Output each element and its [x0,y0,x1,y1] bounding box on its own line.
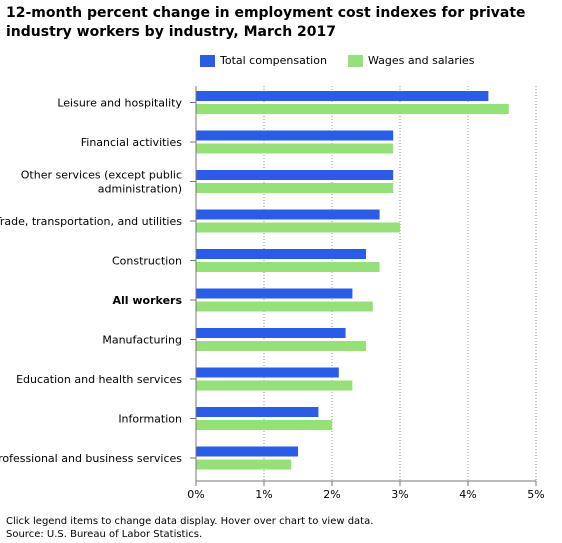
bar-total-compensation-education-and-health-services[interactable] [196,367,339,378]
bar-wages-and-salaries-manufacturing[interactable] [196,341,366,351]
bar-wages-and-salaries-education-and-health-services[interactable] [196,380,353,391]
bar-total-compensation-other-services-except-public-administration[interactable] [196,170,394,180]
bar-total-compensation-professional-and-business-services[interactable] [196,446,298,457]
x-tick-label: 1% [255,488,272,501]
category-label-other-services-except-public-administration: Other services (except public administrat… [21,169,182,196]
category-label-line: Other services (except public [21,169,182,182]
category-label-trade-transportation-and-utilities: Trade, transportation, and utilities [0,215,182,228]
category-label-line: administration) [98,183,182,196]
x-tick-label: 3% [391,488,408,501]
x-tick-label: 5% [527,488,544,501]
bar-wages-and-salaries-financial-activities[interactable] [196,143,394,154]
x-tick-label: 4% [459,488,476,501]
legend-swatch-total-compensation [200,55,215,67]
category-label-all-workers: All workers [113,294,183,307]
bar-wages-and-salaries-trade-transportation-and-utilities[interactable] [196,222,400,233]
bar-wages-and-salaries-other-services-except-public-administration[interactable] [196,183,394,193]
bar-total-compensation-construction[interactable] [196,249,366,259]
category-label-line: Financial activities [81,136,183,149]
category-label-information: Information [118,413,182,426]
bar-wages-and-salaries-information[interactable] [196,420,332,430]
category-label-line: Leisure and hospitality [57,97,182,110]
category-label-line: Construction [112,255,182,268]
x-tick-label: 0% [187,488,204,501]
category-label-line: Education and health services [16,373,182,386]
category-label-construction: Construction [112,255,182,268]
bar-total-compensation-all-workers[interactable] [196,288,353,299]
category-label-financial-activities: Financial activities [81,136,183,149]
bar-total-compensation-leisure-and-hospitality[interactable] [196,91,489,101]
bar-wages-and-salaries-construction[interactable] [196,262,380,272]
footer-note: Click legend items to change data displa… [6,516,374,527]
category-label-line: All workers [113,294,183,307]
bar-total-compensation-financial-activities[interactable] [196,130,394,141]
category-label-education-and-health-services: Education and health services [16,373,182,386]
legend-label-total-compensation: Total compensation [220,54,327,67]
x-tick-label: 2% [323,488,340,501]
bar-total-compensation-information[interactable] [196,407,319,417]
footer-source: Source: U.S. Bureau of Labor Statistics. [6,529,203,540]
category-label-line: Professional and business services [0,452,182,465]
category-label-line: Trade, transportation, and utilities [0,215,182,228]
bar-wages-and-salaries-all-workers[interactable] [196,301,373,312]
category-label-manufacturing: Manufacturing [102,334,182,347]
bar-total-compensation-manufacturing[interactable] [196,328,346,338]
legend-swatch-wages-and-salaries [348,55,363,67]
bar-wages-and-salaries-professional-and-business-services[interactable] [196,459,292,470]
bar-total-compensation-trade-transportation-and-utilities[interactable] [196,209,380,220]
bar-wages-and-salaries-leisure-and-hospitality[interactable] [196,104,509,114]
category-label-line: Information [118,413,182,426]
category-label-line: Manufacturing [102,334,182,347]
category-label-professional-and-business-services: Professional and business services [0,452,182,465]
chart-title: 12-month percent change in employment co… [6,5,526,40]
legend-label-wages-and-salaries: Wages and salaries [368,54,475,67]
category-label-leisure-and-hospitality: Leisure and hospitality [57,97,182,110]
